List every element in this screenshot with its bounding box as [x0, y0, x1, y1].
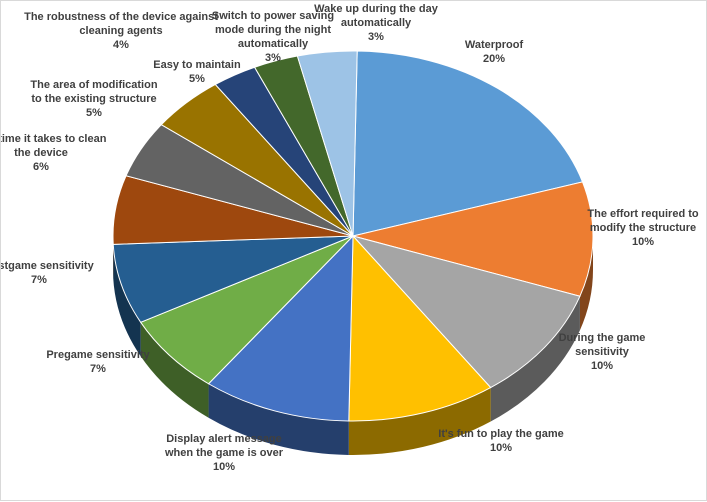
slice-percent: 5%	[189, 73, 205, 85]
slice-percent: 7%	[31, 274, 47, 286]
slice-label-line: The area of modification	[30, 79, 157, 91]
slice-label-line: Wake up during the day	[314, 3, 439, 15]
slice-percent: 4%	[113, 39, 129, 51]
slice-percent: 10%	[490, 442, 512, 454]
slice-percent: 7%	[90, 363, 106, 375]
data-label-the-robustness-of-the-device-against-cle: The robustness of the device against clea…	[24, 11, 218, 51]
slice-label-line: modify the structure	[590, 222, 696, 234]
slice-label-line: The time it takes to clean	[1, 133, 107, 145]
slice-label-line: Display alert message	[166, 433, 282, 445]
slice-label-line: sensitivity	[575, 346, 630, 358]
slice-label-line: The robustness of the device against	[24, 11, 218, 23]
slice-label-line: mode during the night	[215, 24, 331, 36]
slice-label-line: automatically	[238, 38, 309, 50]
data-label-the-time-it-takes-to-clean-the-device: The time it takes to clean the device 6%	[1, 133, 107, 173]
data-label-during-the-game-sensitivity: During the game sensitivity 10%	[559, 332, 646, 372]
slice-percent: 10%	[632, 236, 654, 248]
data-label-the-effort-required-to-modify-the-struct: The effort required to modify the structu…	[587, 208, 699, 248]
slice-label-line: when the game is over	[164, 447, 284, 459]
slice-percent: 5%	[86, 107, 102, 119]
data-label-waterproof: Waterproof 20%	[465, 39, 524, 65]
slice-label-line: It's fun to play the game	[438, 428, 563, 440]
slice-label-line: the device	[14, 147, 68, 159]
slice-label-line: Postgame sensitivity	[1, 260, 95, 272]
data-label-postgame-sensitivity: Postgame sensitivity 7%	[1, 260, 95, 286]
slice-label-line: The effort required to	[587, 208, 699, 220]
data-label-wake-up-during-the-day-automatically: Wake up during the day automatically 3%	[314, 3, 439, 43]
data-label-pregame-sensitivity: Pregame sensitivity 7%	[46, 349, 150, 375]
pie-top-faces	[113, 51, 593, 421]
slice-percent: 3%	[265, 52, 281, 64]
slice-label-line: Easy to maintain	[153, 59, 241, 71]
data-label-the-area-of-modification-to-the-existing: The area of modification to the existing …	[30, 79, 157, 119]
slice-percent: 3%	[368, 31, 384, 43]
slice-label-line: Pregame sensitivity	[46, 349, 150, 361]
slice-percent: 10%	[213, 461, 235, 473]
slice-label-line: cleaning agents	[79, 25, 162, 37]
slice-percent: 20%	[483, 53, 505, 65]
slice-label-line: automatically	[341, 17, 412, 29]
data-label-display-alert-message-when-the-game-is-o: Display alert message when the game is ov…	[164, 433, 284, 473]
slice-label-line: to the existing structure	[31, 93, 156, 105]
slice-percent: 6%	[33, 161, 49, 173]
slice-label-line: Waterproof	[465, 39, 524, 51]
data-label-it-s-fun-to-play-the-game: It's fun to play the game 10%	[438, 428, 563, 454]
slice-percent: 10%	[591, 360, 613, 372]
slice-label-line: During the game	[559, 332, 646, 344]
